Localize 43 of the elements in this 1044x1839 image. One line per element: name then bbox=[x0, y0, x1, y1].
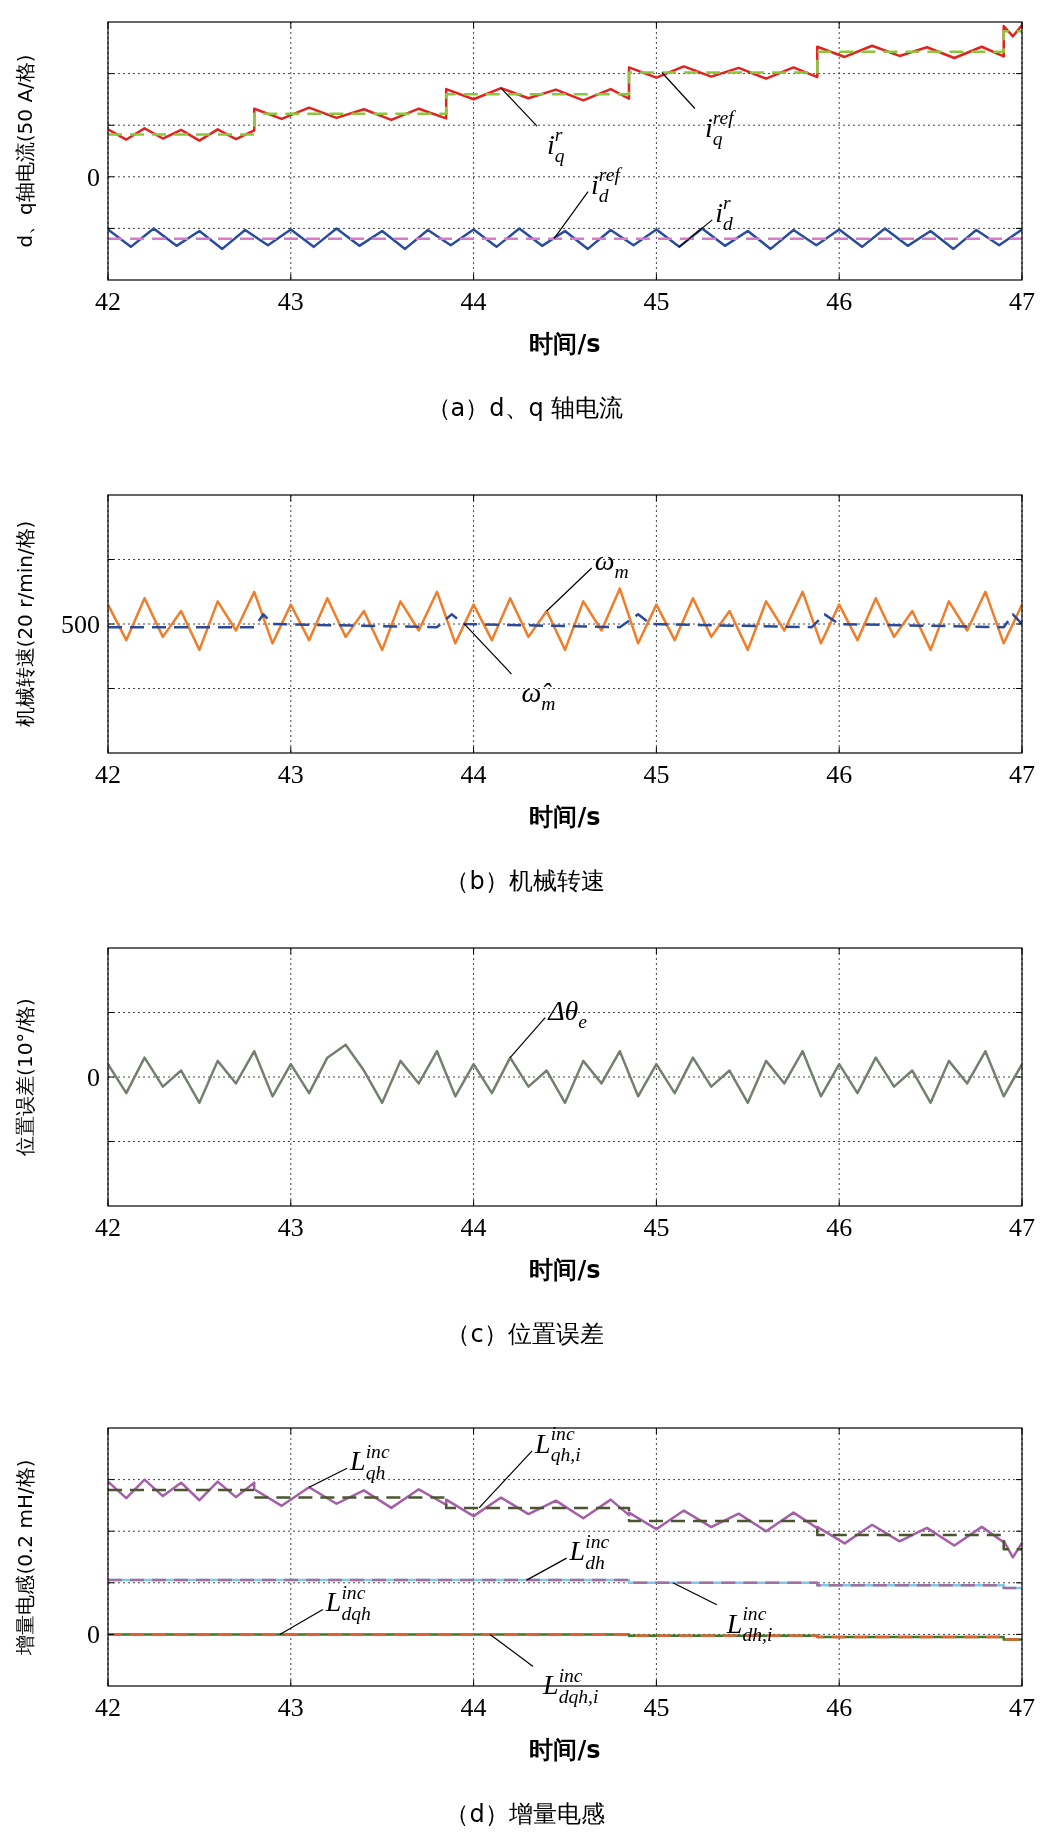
text: （c）位置误差 bbox=[446, 1320, 604, 1348]
text: 0 bbox=[87, 1620, 100, 1650]
x-tick-label: 46 bbox=[826, 1693, 853, 1722]
y-axis-title: 位置误差(10°/格) bbox=[13, 998, 37, 1156]
text: 0 bbox=[87, 1063, 100, 1092]
x-tick-label: 46 bbox=[826, 760, 853, 789]
x-tick-label: 45 bbox=[643, 287, 670, 316]
annotation: ω̂$_{m}$ bbox=[521, 677, 556, 715]
x-tick-label: 45 bbox=[643, 1693, 670, 1722]
x-tick-label: 44 bbox=[460, 287, 487, 316]
x-tick-label: 47 bbox=[1009, 760, 1035, 789]
annotation: Δθ$_{e}$ bbox=[547, 994, 588, 1033]
x-tick-label: 47 bbox=[1009, 1213, 1035, 1242]
x-tick-label: 42 bbox=[95, 760, 121, 789]
x-axis-title: 时间/s bbox=[529, 1736, 601, 1764]
x-tick-label: 47 bbox=[1009, 1693, 1035, 1722]
x-tick-label: 45 bbox=[643, 760, 670, 789]
x-tick-label: 44 bbox=[460, 1213, 487, 1242]
x-axis-title: 时间/s bbox=[529, 803, 601, 831]
text: 500 bbox=[61, 610, 100, 639]
x-tick-label: 43 bbox=[277, 760, 304, 789]
x-tick-label: 43 bbox=[277, 1213, 304, 1242]
y-axis-title: 机械转速(20 r/min/格) bbox=[13, 520, 37, 728]
x-tick-label: 42 bbox=[95, 1693, 121, 1722]
text: （b）机械转速 bbox=[445, 867, 605, 895]
x-tick-label: 45 bbox=[643, 1213, 670, 1242]
x-axis-title: 时间/s bbox=[529, 330, 601, 358]
x-tick-label: 46 bbox=[826, 287, 853, 316]
x-tick-label: 43 bbox=[277, 287, 304, 316]
x-tick-label: 44 bbox=[460, 760, 487, 789]
y-axis-title: d、q轴电流(50 A/格) bbox=[13, 54, 37, 248]
x-tick-label: 47 bbox=[1009, 287, 1035, 316]
x-axis-title: 时间/s bbox=[529, 1256, 601, 1284]
text: 0 bbox=[87, 162, 100, 192]
text: （d）增量电感 bbox=[445, 1800, 605, 1828]
text: （a）d、q 轴电流 bbox=[426, 394, 624, 422]
x-tick-label: 42 bbox=[95, 287, 121, 316]
x-tick-label: 43 bbox=[277, 1693, 304, 1722]
annotation: ω$_{m}$ bbox=[594, 545, 629, 583]
x-tick-label: 46 bbox=[826, 1213, 853, 1242]
y-axis-title: 增量电感(0.2 mH/格) bbox=[13, 1459, 37, 1656]
x-tick-label: 44 bbox=[460, 1693, 487, 1722]
x-tick-label: 42 bbox=[95, 1213, 121, 1242]
